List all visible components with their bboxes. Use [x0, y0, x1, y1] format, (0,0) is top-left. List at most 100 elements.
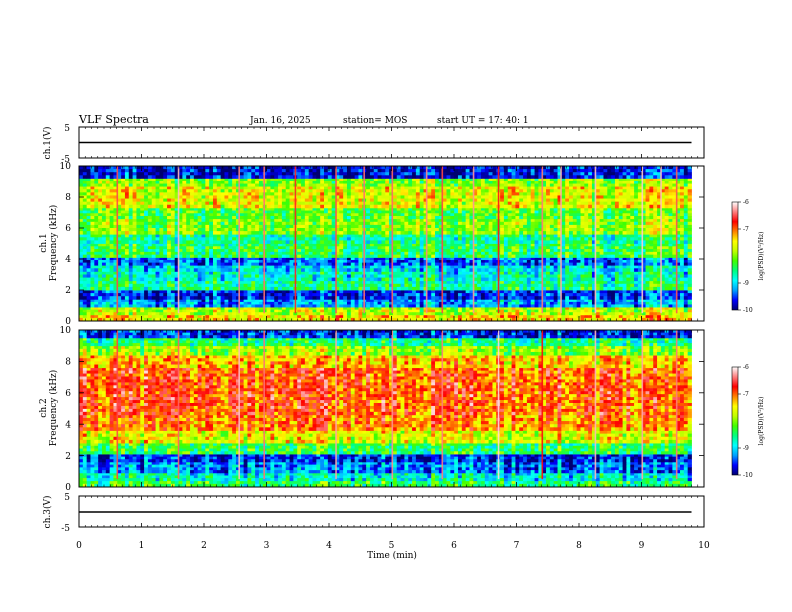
- spectrogram-cell: [281, 290, 287, 294]
- spectrogram-cell: [86, 296, 91, 300]
- spectrogram-cell: [101, 296, 107, 300]
- spectrogram-cell: [350, 254, 356, 258]
- spectrogram-cell: [519, 271, 524, 275]
- spectrogram-cell: [82, 260, 88, 264]
- spectrogram-cell: [599, 243, 604, 247]
- spectrogram-cell: [404, 240, 409, 244]
- spectrogram-cell: [239, 307, 245, 311]
- spectrogram-cell: [193, 277, 199, 282]
- spectrogram-cell: [354, 234, 359, 238]
- spectrogram-cell: [251, 268, 256, 272]
- spectrogram-cell: [304, 268, 310, 272]
- spectrogram-cell: [611, 299, 616, 303]
- spectrogram-cell: [369, 307, 375, 311]
- spectrogram-cell: [186, 280, 191, 285]
- spectrogram-cell: [622, 274, 627, 278]
- spectrogram-cell: [335, 312, 340, 316]
- spectrogram-cell: [465, 265, 470, 269]
- spectrogram-cell: [159, 260, 164, 264]
- spectrogram-cell: [680, 296, 685, 300]
- spectrogram-cell: [243, 317, 248, 321]
- spectrogram-cell: [297, 257, 302, 261]
- spectrogram-cell: [308, 307, 313, 311]
- spectrogram-cell: [546, 260, 551, 264]
- spectrogram-cell: [297, 260, 302, 264]
- spectrogram-cell: [331, 271, 336, 275]
- spectrogram-cell: [308, 249, 313, 253]
- spectrogram-cell: [220, 309, 225, 313]
- spectrogram-cell: [86, 280, 91, 285]
- spectrogram-cell: [542, 280, 547, 285]
- spectrogram-cell: [144, 283, 149, 288]
- spectrogram-cell: [653, 314, 658, 319]
- spectrogram-cell: [630, 268, 635, 272]
- spectrogram-cell: [232, 307, 237, 311]
- spectrogram-cell: [155, 307, 160, 311]
- spectrogram-cell: [350, 307, 356, 311]
- spectrogram-cell: [258, 290, 264, 294]
- spectrogram-cell: [488, 290, 493, 294]
- spectrogram-cell: [201, 301, 206, 305]
- spectrogram-cell: [358, 260, 363, 264]
- spectrogram-cell: [182, 271, 187, 275]
- spectrogram-cell: [630, 301, 635, 305]
- spectrogram-cell: [79, 262, 84, 266]
- spectrogram-cell: [415, 277, 421, 282]
- spectrogram-cell: [343, 296, 348, 300]
- spectrogram-cell: [339, 268, 344, 272]
- spectrogram-cell: [117, 265, 122, 269]
- spectrogram-cell: [408, 254, 413, 258]
- spectrogram-cell: [557, 234, 562, 238]
- spectrogram-cell: [500, 243, 505, 247]
- spectrogram-cell: [316, 246, 321, 250]
- spectrogram-cell: [438, 243, 444, 247]
- spectrogram-cell: [523, 277, 528, 282]
- spectrogram-cell: [668, 246, 673, 250]
- spectrogram-cell: [216, 312, 222, 316]
- spectrogram-cell: [285, 283, 290, 288]
- spectrogram-cell: [209, 240, 214, 244]
- spectrogram-cell: [557, 271, 562, 275]
- spectrogram-cell: [301, 265, 306, 269]
- spectrogram-cell: [546, 234, 551, 238]
- spectrogram-cell: [136, 317, 141, 321]
- spectrogram-cell: [634, 274, 639, 278]
- spectrogram-cell: [140, 274, 145, 278]
- spectrogram-cell: [301, 296, 306, 300]
- spectrogram-cell: [239, 262, 245, 266]
- spectrogram-cell: [324, 317, 329, 321]
- spectrogram-cell: [346, 309, 352, 313]
- spectrogram-cell: [538, 274, 543, 278]
- spectrogram-cell: [431, 234, 436, 238]
- spectrogram-cell: [415, 290, 421, 294]
- spectrogram-cell: [117, 277, 122, 282]
- spectrogram-cell: [98, 249, 103, 253]
- spectrogram-cell: [327, 290, 333, 294]
- spectrogram-cell: [343, 237, 348, 241]
- spectrogram-cell: [331, 240, 336, 244]
- spectrogram-cell: [320, 260, 325, 264]
- spectrogram-cell: [400, 280, 405, 285]
- spectrogram-cell: [151, 283, 156, 288]
- spectrogram-cell: [683, 301, 689, 305]
- spectrogram-cell: [159, 309, 164, 313]
- spectrogram-cell: [457, 237, 463, 241]
- spectrogram-cell: [614, 296, 620, 300]
- spectrogram-cell: [473, 262, 478, 266]
- spectrogram-cell: [354, 283, 359, 288]
- spectrogram-cell: [121, 254, 126, 258]
- spectrogram-cell: [511, 262, 516, 266]
- spectrogram-cell: [324, 286, 329, 291]
- spectrogram-cell: [377, 246, 382, 250]
- spectrogram-cell: [381, 301, 386, 305]
- spectrogram-cell: [197, 262, 202, 266]
- spectrogram-cell: [132, 296, 137, 300]
- spectrogram-cell: [557, 251, 562, 256]
- spectrogram-cell: [442, 293, 447, 297]
- spectrogram-cell: [400, 309, 405, 313]
- spectrogram-cell: [630, 246, 635, 250]
- spectrogram-cell: [454, 237, 459, 241]
- spectrogram-cell: [140, 277, 145, 282]
- spectrogram-cell: [190, 301, 195, 305]
- spectrogram-cell: [534, 299, 539, 303]
